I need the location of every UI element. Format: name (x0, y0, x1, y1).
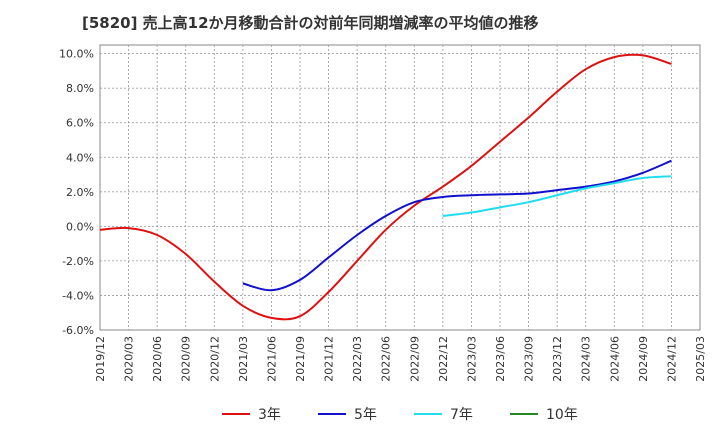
x-tick-label: 2023/06 (494, 336, 507, 382)
x-tick-label: 2024/06 (608, 336, 621, 382)
y-tick-label: -2.0% (62, 255, 94, 268)
series-layer (99, 53, 672, 321)
legend-label: 5年 (354, 407, 377, 423)
x-tick-label: 2021/09 (294, 336, 307, 382)
x-tick-label: 2024/12 (665, 336, 678, 382)
y-tick-label: 8.0% (66, 82, 94, 95)
y-tick-label: 0.0% (66, 220, 94, 233)
x-tick-label: 2022/03 (351, 336, 364, 382)
y-axis: 10.0% 8.0% 6.0% 4.0% 2.0% 0.0% -2.0% -4.0% -6.0% (59, 48, 94, 337)
x-tick-label: 2021/06 (265, 336, 278, 382)
legend-label: 3年 (258, 407, 281, 423)
x-tick-label: 2023/12 (551, 336, 564, 382)
legend-label: 10年 (546, 407, 578, 423)
plot-area (99, 44, 701, 331)
x-tick-label: 2025/03 (694, 336, 707, 382)
chart-title: [5820] 売上高12か月移動合計の対前年同期増減率の平均値の推移 (82, 14, 539, 32)
y-tick-label: 4.0% (66, 151, 94, 164)
x-tick-label: 2020/09 (180, 336, 193, 382)
x-axis: 2019/12 2020/03 2020/06 2020/09 2020/12 2021/… (94, 336, 707, 382)
x-tick-label: 2021/03 (237, 336, 250, 382)
x-tick-label: 2022/09 (408, 336, 421, 382)
x-tick-label: 2023/09 (523, 336, 536, 382)
y-tick-label: 10.0% (59, 48, 94, 61)
x-tick-label: 2021/12 (323, 336, 336, 382)
x-tick-label: 2020/03 (123, 336, 136, 382)
x-tick-label: 2022/06 (380, 336, 393, 382)
legend: 3年 5年 7年 10年 (222, 407, 578, 423)
y-tick-label: 2.0% (66, 186, 94, 199)
series-line-5年 (242, 159, 672, 292)
grid (100, 45, 700, 330)
x-tick-label: 2024/09 (637, 336, 650, 382)
x-tick-label: 2020/06 (151, 336, 164, 382)
y-tick-label: 6.0% (66, 117, 94, 130)
legend-label: 7年 (450, 407, 473, 423)
x-tick-label: 2019/12 (94, 336, 107, 382)
plot-border (99, 44, 701, 331)
y-tick-label: -4.0% (62, 289, 94, 302)
x-tick-label: 2022/12 (437, 336, 450, 382)
x-tick-label: 2024/03 (580, 336, 593, 382)
series-line-7年 (442, 175, 672, 217)
x-tick-label: 2023/03 (465, 336, 478, 382)
y-tick-label: -6.0% (62, 324, 94, 337)
series-line-3年 (99, 53, 672, 321)
x-tick-label: 2020/12 (208, 336, 221, 382)
